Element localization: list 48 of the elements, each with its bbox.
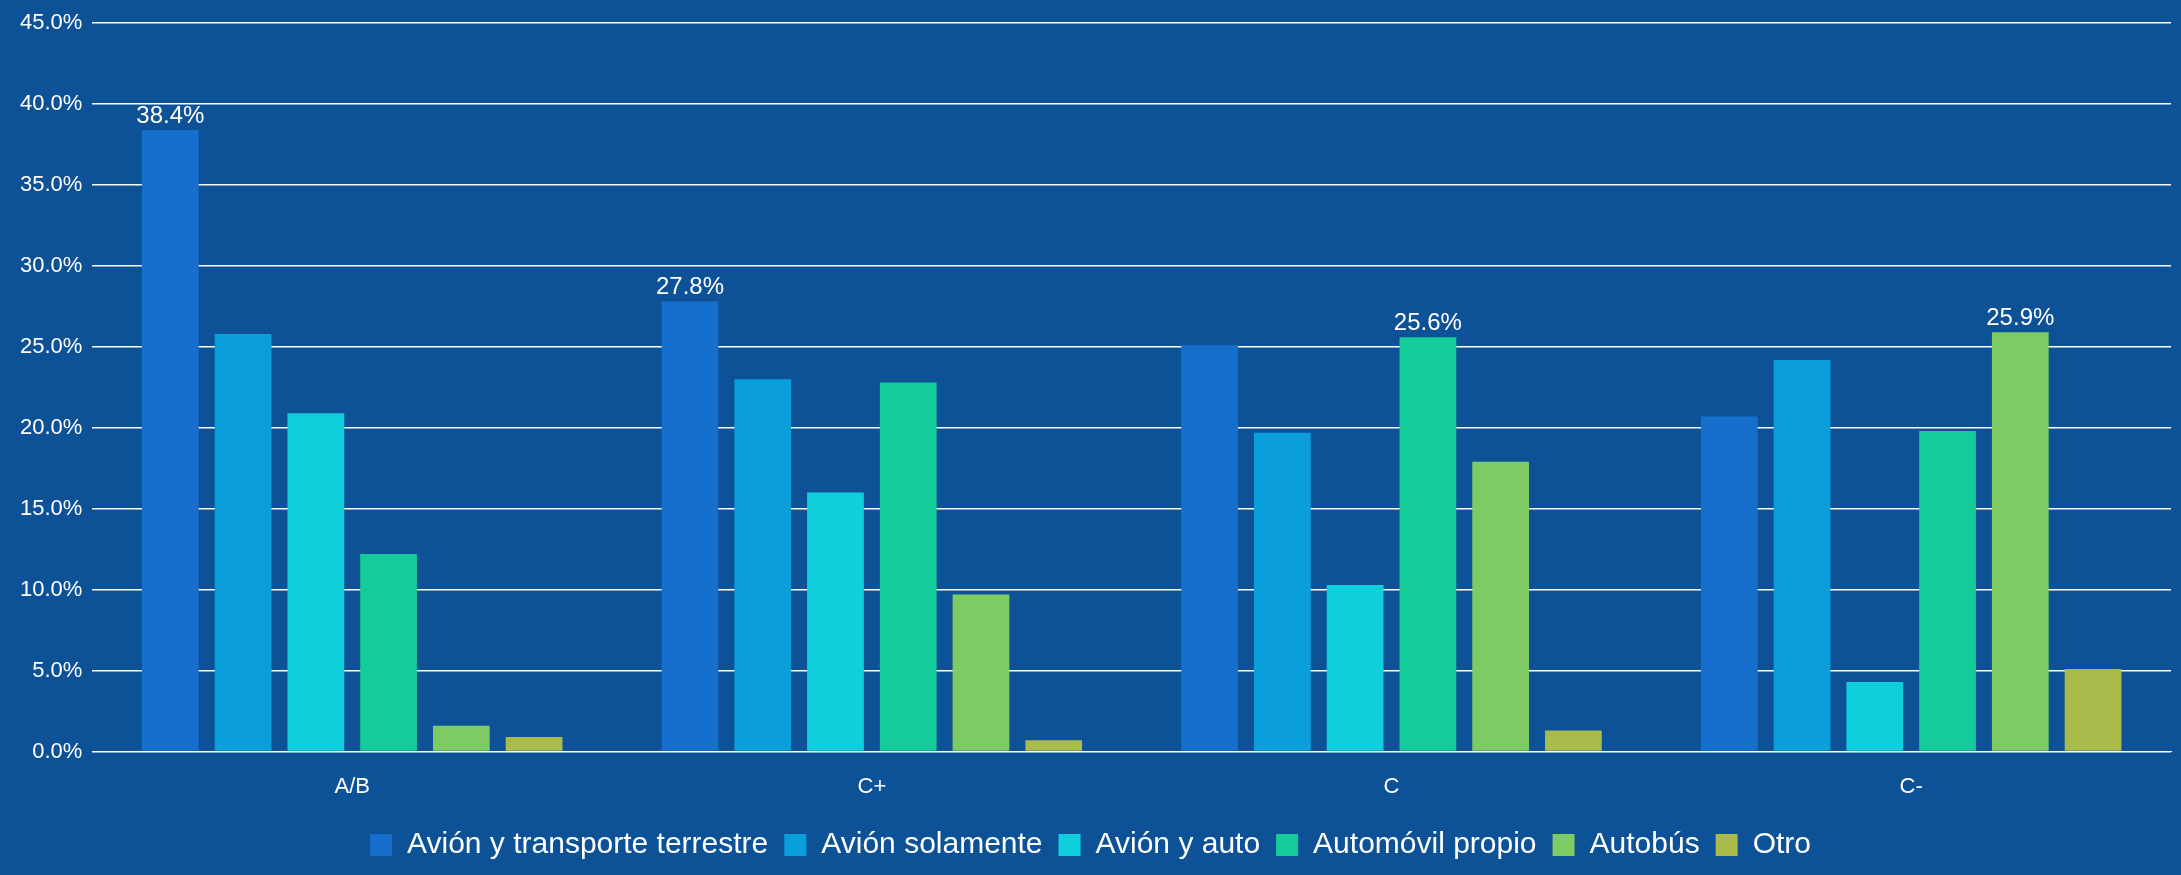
data-label: 25.6% — [1393, 307, 1462, 335]
bar — [1545, 730, 1602, 751]
legend-label: Avión solamente — [821, 826, 1043, 860]
y-tick-label: 0.0% — [32, 737, 83, 763]
bar — [661, 301, 719, 751]
y-tick-label: 30.0% — [19, 252, 83, 278]
bar — [1773, 359, 1831, 751]
legend-label: Avión y transporte terrestre — [407, 826, 769, 860]
bar — [1846, 682, 1904, 751]
data-label: 27.8% — [655, 272, 725, 300]
bar — [2064, 669, 2122, 751]
bar — [1025, 740, 1083, 751]
y-tick-label: 5.0% — [32, 656, 83, 682]
legend-label: Otro — [1752, 826, 1811, 860]
bar — [1181, 345, 1239, 751]
bar — [360, 554, 417, 751]
data-label: 25.9% — [1986, 302, 2055, 330]
bar — [1326, 584, 1384, 751]
bar — [1254, 432, 1311, 751]
x-tick-label: C- — [1899, 772, 1923, 798]
legend-label: Automóvil propio — [1313, 826, 1537, 860]
bar — [432, 725, 490, 751]
y-tick-label: 40.0% — [19, 90, 83, 116]
y-tick-label: 35.0% — [19, 171, 83, 197]
bar — [1700, 416, 1758, 751]
bar — [141, 130, 199, 751]
y-tick-label: 20.0% — [19, 413, 83, 439]
bar — [214, 333, 272, 751]
data-label: 38.4% — [136, 100, 205, 128]
bar — [1919, 431, 1976, 751]
y-tick-label: 10.0% — [19, 575, 83, 601]
x-tick-label: C — [1383, 772, 1400, 798]
bar — [1991, 332, 2049, 751]
bar — [505, 737, 563, 751]
bar — [734, 379, 792, 751]
bar — [1399, 337, 1457, 751]
legend-label: Avión y auto — [1095, 826, 1261, 860]
y-tick-label: 45.0% — [19, 9, 83, 35]
x-tick-label: C+ — [857, 772, 887, 798]
bar — [952, 594, 1010, 751]
bar — [879, 382, 937, 751]
bar — [1472, 461, 1530, 751]
y-tick-label: 25.0% — [19, 333, 83, 358]
bar — [287, 413, 345, 751]
legend-label: Autobús — [1589, 826, 1700, 860]
bar — [807, 492, 864, 751]
x-tick-label: A/B — [334, 772, 370, 798]
y-tick-label: 15.0% — [19, 494, 83, 520]
